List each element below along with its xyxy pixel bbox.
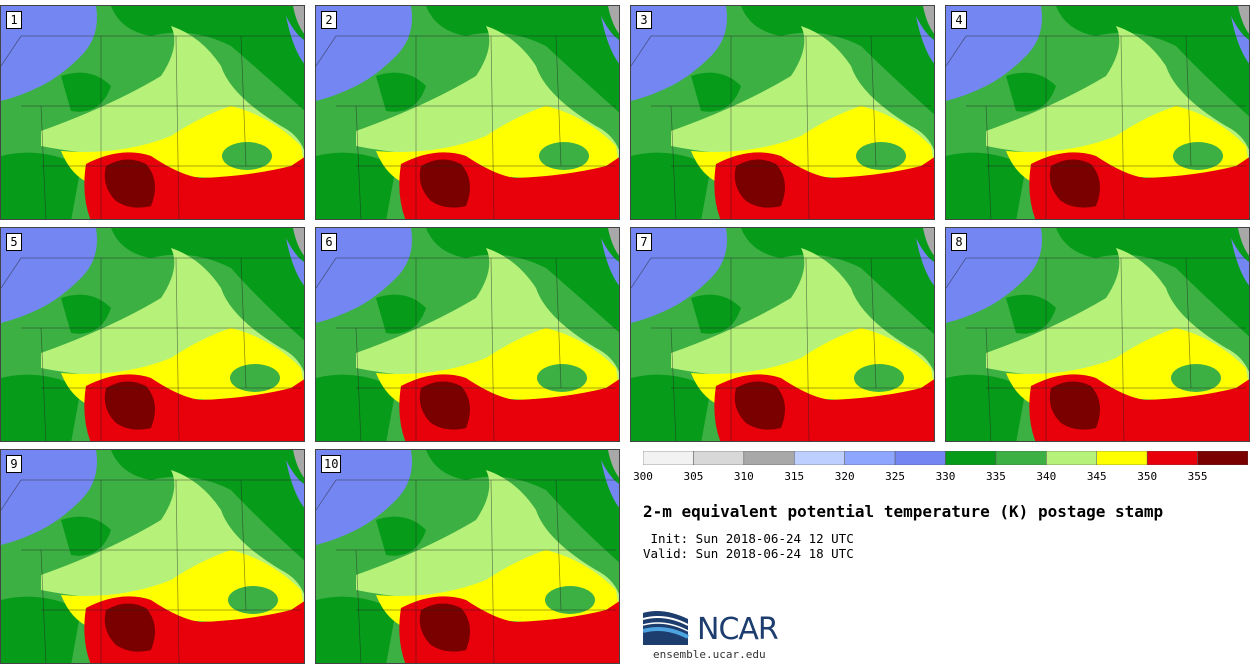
field-map: [316, 6, 619, 219]
field-map: [946, 6, 1249, 219]
colorbar-tick-label: 310: [733, 470, 754, 483]
logo-url: ensemble.ucar.edu: [653, 648, 766, 661]
map-panel: 8: [945, 227, 1250, 442]
map-panel: 9: [0, 449, 305, 664]
colorbar-segment: [1046, 451, 1098, 465]
field-map: [1, 228, 304, 441]
colorbar-tick-label: 320: [834, 470, 855, 483]
ensemble-member-label: 3: [636, 11, 652, 29]
map-panel: 2: [315, 5, 620, 220]
map-panel: 10: [315, 449, 620, 664]
colorbar-segment: [844, 451, 896, 465]
field-map: [316, 228, 619, 441]
valid-time: Valid: Sun 2018-06-24 18 UTC: [643, 546, 854, 561]
colorbar-tick-label: 325: [885, 470, 906, 483]
field-map: [631, 6, 934, 219]
map-panel: 4: [945, 5, 1250, 220]
map-panel: 1: [0, 5, 305, 220]
ensemble-member-label: 6: [321, 233, 337, 251]
colorbar-tick-label: 345: [1086, 470, 1107, 483]
field-map: [1, 6, 304, 219]
colorbar-segment: [1197, 451, 1248, 465]
ncar-logo-icon: [643, 611, 689, 645]
ensemble-member-label: 2: [321, 11, 337, 29]
colorbar-tick-label: 305: [683, 470, 704, 483]
colorbar-segment: [945, 451, 997, 465]
colorbar-segment: [794, 451, 845, 465]
colorbar-tick-label: 300: [633, 470, 653, 483]
ensemble-member-label: 9: [6, 455, 22, 473]
colorbar-tick-labels: 300 305 310 315 320 325 330 335 340 345 350 355: [633, 470, 1260, 486]
field-map: [631, 228, 934, 441]
colorbar-tick-label: 335: [985, 470, 1006, 483]
colorbar-segment: [894, 451, 946, 465]
ensemble-member-label: 8: [951, 233, 967, 251]
init-time: Init: Sun 2018-06-24 12 UTC: [643, 531, 854, 546]
field-map: [1, 450, 304, 663]
map-panel: 7: [630, 227, 935, 442]
colorbar-segment: [995, 451, 1047, 465]
colorbar-tick-label: 355: [1187, 470, 1208, 483]
map-panel: 5: [0, 227, 305, 442]
colorbar-tick-label: 315: [784, 470, 805, 483]
map-panel: 6: [315, 227, 620, 442]
colorbar-segment: [1146, 451, 1198, 465]
field-map: [946, 228, 1249, 441]
colorbar-segment: [1096, 451, 1148, 465]
colorbar-tick-label: 330: [935, 470, 956, 483]
ensemble-member-label: 10: [321, 455, 342, 473]
ensemble-member-label: 1: [6, 11, 22, 29]
ensemble-member-label: 7: [636, 233, 652, 251]
colorbar-segment: [743, 451, 795, 465]
colorbar-tick-label: 340: [1036, 470, 1057, 483]
colorbar-segment: [643, 451, 694, 465]
colorbar-segment: [693, 451, 745, 465]
ensemble-member-label: 4: [951, 11, 967, 29]
logo-text: NCAR: [697, 612, 779, 647]
colorbar: [643, 451, 1248, 465]
colorbar-tick-label: 350: [1137, 470, 1158, 483]
plot-title: 2-m equivalent potential temperature (K)…: [643, 502, 1164, 521]
field-map: [316, 450, 619, 663]
ensemble-member-label: 5: [6, 233, 22, 251]
map-panel: 3: [630, 5, 935, 220]
